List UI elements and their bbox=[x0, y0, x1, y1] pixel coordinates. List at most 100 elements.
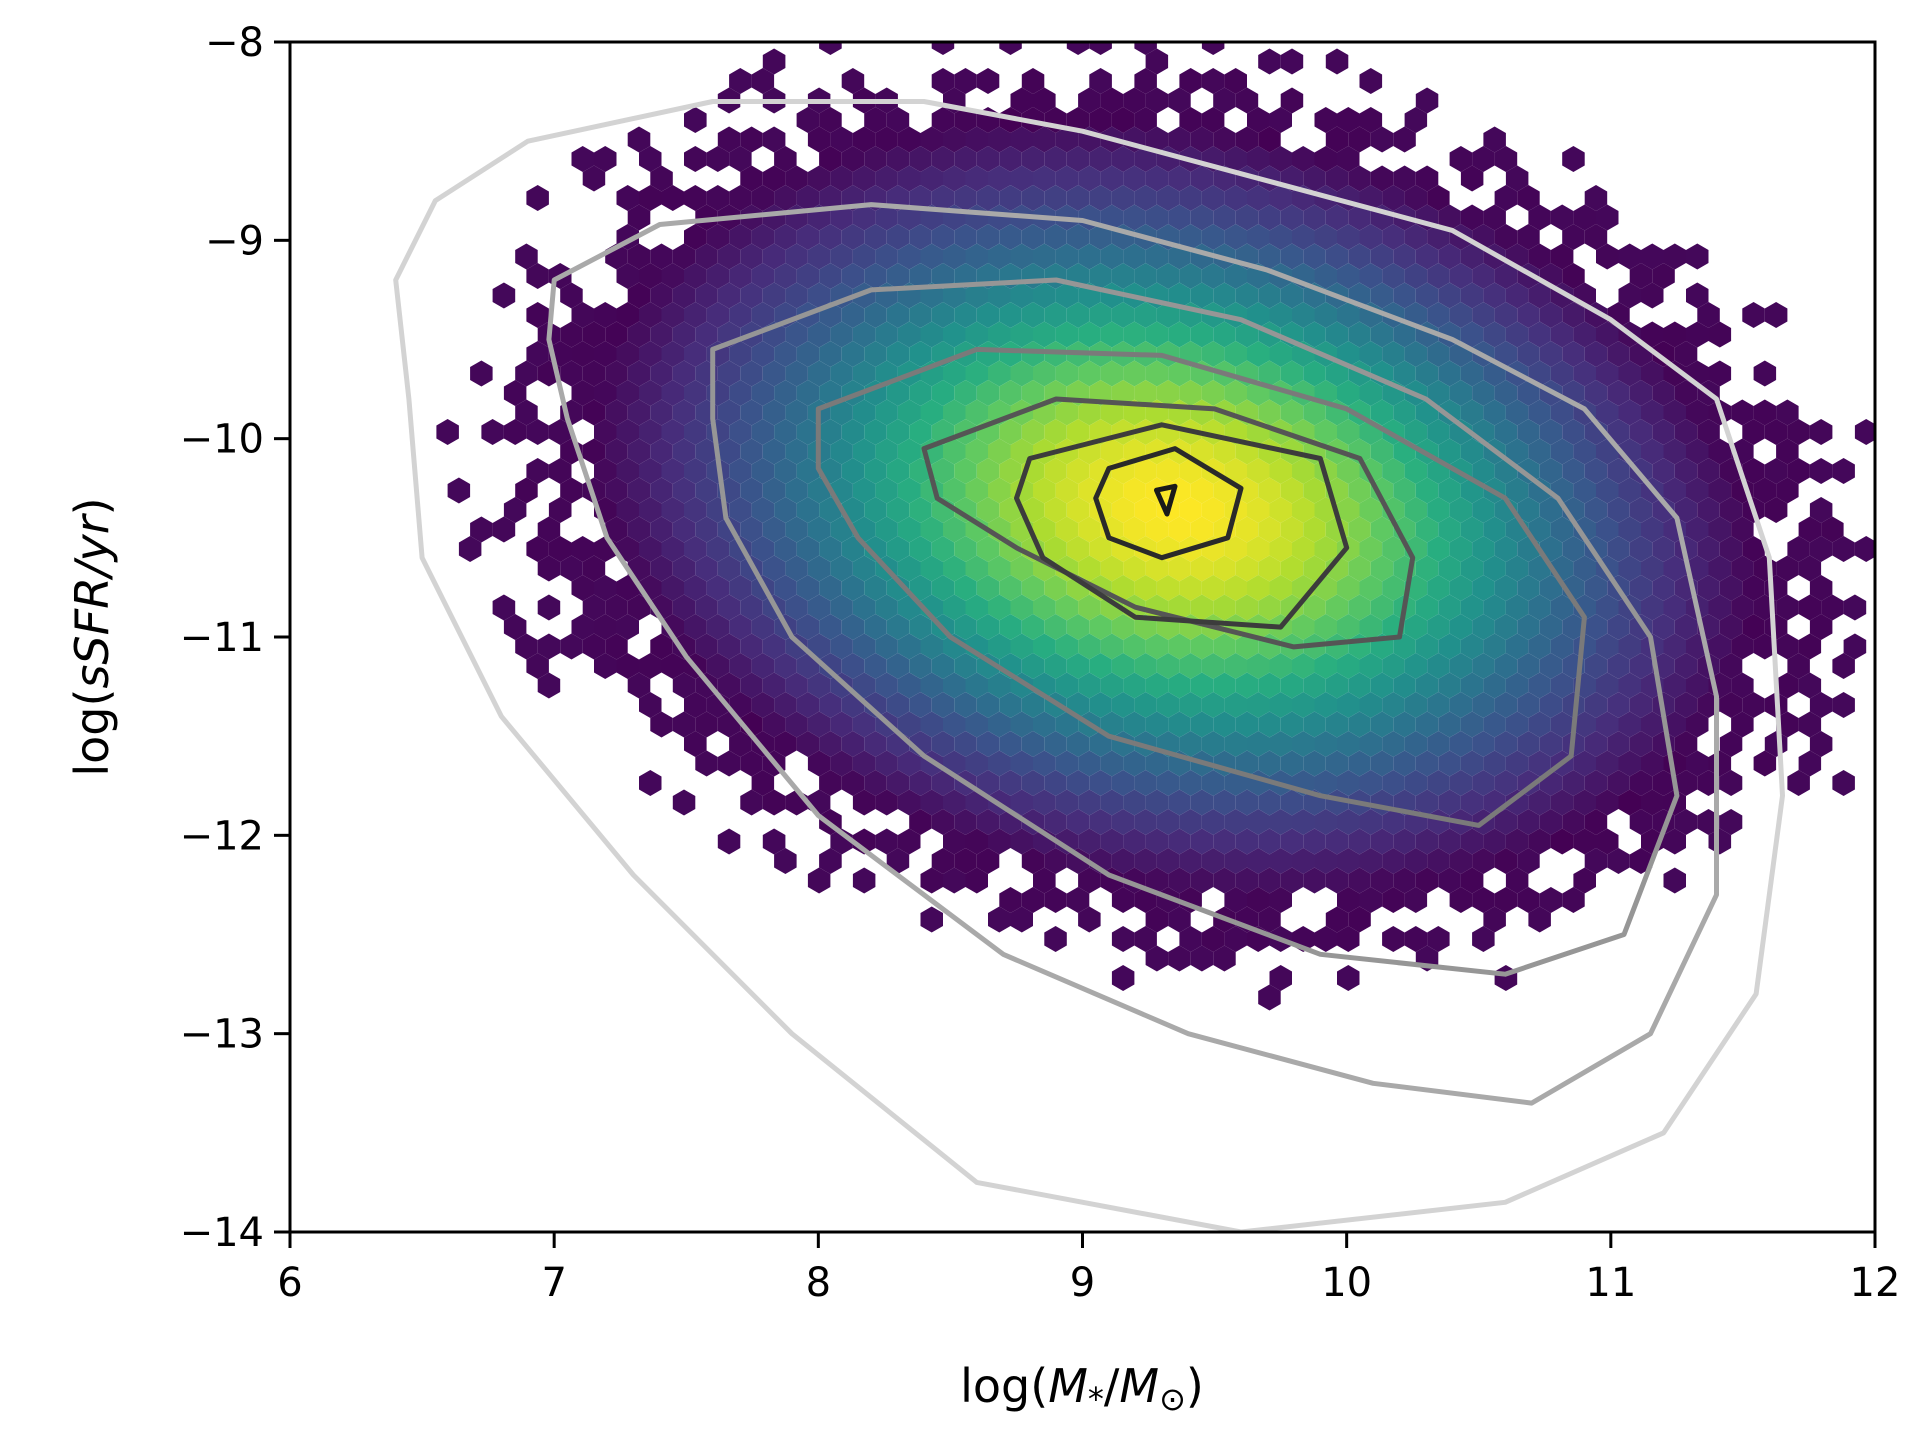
hexbin bbox=[1404, 107, 1428, 133]
hexbin bbox=[819, 380, 842, 406]
hexbin bbox=[1550, 438, 1574, 465]
hexbin bbox=[1539, 653, 1563, 679]
hexbin bbox=[1686, 438, 1709, 465]
hexbin bbox=[1055, 516, 1079, 543]
hexbin bbox=[1156, 809, 1180, 835]
hexbin bbox=[864, 536, 887, 562]
hexbin bbox=[965, 438, 988, 465]
hexbin bbox=[1764, 497, 1788, 523]
hexbin bbox=[571, 341, 594, 367]
hexbin bbox=[1438, 672, 1461, 699]
hexbin bbox=[1460, 516, 1484, 543]
hexbin bbox=[1494, 302, 1518, 328]
hexbin bbox=[1427, 419, 1450, 445]
hexbin bbox=[1224, 770, 1247, 796]
hexbin bbox=[594, 302, 617, 328]
hexbin bbox=[897, 243, 921, 270]
hexbin bbox=[1854, 419, 1875, 445]
hexbin bbox=[740, 282, 763, 309]
hexbin bbox=[740, 165, 763, 192]
hexbin bbox=[1562, 770, 1585, 796]
hexbin bbox=[1190, 672, 1214, 699]
hexbin bbox=[1686, 282, 1709, 309]
hexbin bbox=[1100, 789, 1124, 816]
hexbin bbox=[1573, 438, 1596, 465]
hexbin bbox=[1156, 185, 1180, 211]
hexbin bbox=[1134, 497, 1157, 523]
hexbin bbox=[1472, 575, 1495, 601]
hexbin bbox=[1111, 575, 1135, 601]
hexbin bbox=[807, 867, 831, 894]
hexbin bbox=[1382, 185, 1405, 211]
hexbin bbox=[864, 731, 887, 757]
hexbin bbox=[684, 575, 707, 601]
hexbin bbox=[672, 594, 696, 621]
hexbin bbox=[841, 575, 865, 601]
hexbin bbox=[785, 477, 808, 504]
hexbin bbox=[1460, 360, 1484, 387]
hexbin bbox=[661, 419, 684, 445]
hexbin bbox=[762, 399, 786, 426]
hexbin bbox=[627, 594, 651, 621]
hexbin bbox=[1505, 711, 1529, 738]
hexbin bbox=[1179, 809, 1202, 835]
hexbin bbox=[796, 107, 820, 133]
hexbin bbox=[999, 42, 1022, 55]
hexbin bbox=[1066, 809, 1090, 835]
hexbin bbox=[1449, 731, 1473, 757]
hexbin bbox=[1539, 731, 1563, 757]
hexbin bbox=[1404, 926, 1428, 952]
hexbin bbox=[1235, 594, 1259, 621]
hexbin bbox=[1100, 321, 1124, 348]
hexbin bbox=[1494, 575, 1518, 601]
hexbin bbox=[1641, 360, 1664, 387]
hexbin bbox=[1472, 380, 1495, 406]
hexbin bbox=[1280, 750, 1304, 777]
hexbin bbox=[639, 302, 662, 328]
hexbin bbox=[1235, 477, 1259, 504]
hexbin bbox=[1224, 887, 1247, 913]
hexbin bbox=[909, 341, 932, 367]
hexbin bbox=[976, 536, 1000, 562]
hexbin bbox=[717, 126, 741, 153]
hexbin bbox=[1415, 360, 1439, 387]
hexbin bbox=[999, 575, 1022, 601]
hexbin bbox=[1325, 594, 1349, 621]
hexbin bbox=[864, 341, 887, 367]
hexbin bbox=[1449, 848, 1473, 874]
hexbin bbox=[717, 555, 741, 582]
hexbin bbox=[684, 302, 707, 328]
hexbin bbox=[1674, 770, 1698, 796]
hexbin bbox=[526, 185, 549, 211]
hexbin bbox=[1179, 653, 1202, 679]
hexbin bbox=[1393, 282, 1416, 309]
hexbin bbox=[1719, 809, 1743, 835]
hexbin bbox=[1134, 380, 1157, 406]
hexbin bbox=[1145, 165, 1169, 192]
hexbin bbox=[751, 653, 775, 679]
hexbin bbox=[1044, 926, 1067, 952]
hexbin bbox=[931, 848, 955, 874]
hexbin bbox=[1066, 770, 1090, 796]
hexbin bbox=[1674, 497, 1698, 523]
contour-line bbox=[393, 99, 1785, 1232]
hexbin bbox=[1393, 867, 1416, 894]
hexbin bbox=[1562, 302, 1585, 328]
hexbin bbox=[1089, 770, 1112, 796]
hexbin bbox=[706, 263, 730, 289]
hexbin bbox=[1303, 360, 1326, 387]
hexbin bbox=[943, 594, 966, 621]
hexbin bbox=[1550, 204, 1574, 231]
hexbin bbox=[819, 224, 842, 250]
hexbin bbox=[1325, 672, 1349, 699]
hexbin bbox=[1393, 243, 1416, 270]
hexbin bbox=[1258, 555, 1281, 582]
hexbin bbox=[1123, 321, 1146, 348]
hexbin bbox=[672, 711, 696, 738]
hexbin bbox=[717, 633, 741, 660]
hexbin bbox=[1010, 750, 1033, 777]
hexbin bbox=[931, 809, 955, 835]
hexbin bbox=[1179, 731, 1202, 757]
hexbin bbox=[661, 614, 684, 640]
